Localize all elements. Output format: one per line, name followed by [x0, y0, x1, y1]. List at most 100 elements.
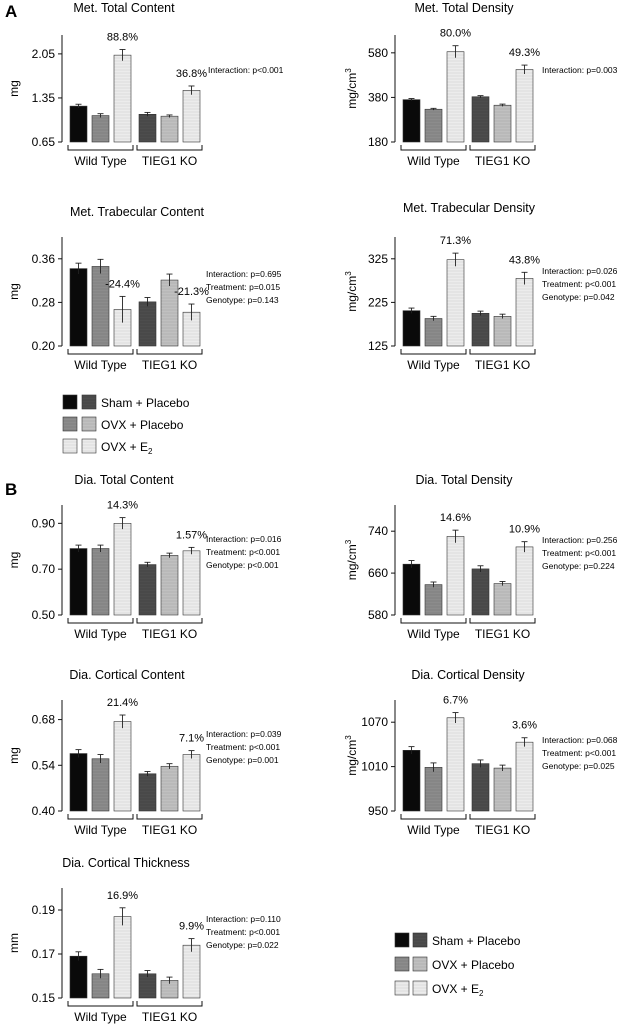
y-tick-label: 380 [368, 90, 388, 104]
legend-b-swatch-wt-sham [394, 932, 410, 948]
stats-line: Treatment: p<0.001 [206, 927, 280, 937]
percent-label-wt: 21.4% [107, 697, 138, 709]
legend-swatch-wt-ovx [62, 416, 78, 432]
bar-ko-ovx [493, 104, 512, 143]
legend-b-swatch-ko-ovx [412, 956, 428, 972]
y-axis-label: mg/cm3 [344, 68, 359, 109]
panel-label-b: B [5, 480, 17, 499]
bar-ko-e2 [515, 546, 534, 616]
legend-b-swatch-ko-e2 [412, 980, 428, 996]
group-label-ko: TIEG1 KO [142, 627, 197, 641]
y-axis-label-sup: 3 [344, 539, 353, 544]
y-tick-label: 0.28 [32, 295, 56, 309]
percent-label-wt: 80.0% [440, 28, 471, 40]
bar-ko-sham [138, 564, 157, 616]
y-axis-label-unit: mg [7, 747, 21, 764]
legend-swatch-wt-sham [62, 394, 78, 410]
y-tick-label: 225 [368, 295, 388, 309]
group-label-wt: Wild Type [74, 823, 127, 837]
percent-label-wt: 88.8% [107, 31, 138, 43]
group-label-wt: Wild Type [407, 154, 460, 168]
y-tick-label: 740 [368, 524, 388, 538]
legend-b: Sham + Placebo OVX + Placebo OVX + E2 [394, 932, 521, 998]
stats-line: Treatment: p<0.001 [542, 748, 616, 758]
chart-title: Met. Trabecular Content [70, 205, 205, 219]
chart-6: Dia. Cortical Content 0.40 0.54 0.68 mg 21.4%… [7, 668, 282, 837]
y-axis-label-unit: mg [7, 283, 21, 300]
bar-ko-sham [471, 96, 490, 143]
chart-title: Met. Trabecular Density [403, 201, 536, 215]
group-label-wt: Wild Type [74, 154, 127, 168]
stats-line: Treatment: p<0.001 [206, 742, 280, 752]
bar-wt-sham [402, 750, 421, 812]
legend-b-ovx: OVX + Placebo [394, 956, 515, 972]
y-axis-label: mg/cm3 [344, 271, 359, 312]
group-label-ko: TIEG1 KO [475, 823, 530, 837]
group-bracket-ko [469, 349, 536, 355]
group-label-wt: Wild Type [74, 358, 127, 372]
percent-label-ko: 36.8% [176, 68, 207, 80]
bar-ko-ovx [493, 583, 512, 616]
stats-line: Interaction: p=0.026 [542, 266, 618, 276]
percent-label-ko: 1.57% [176, 529, 207, 541]
stats-line: Interaction: p=0.110 [206, 914, 281, 924]
stats-line: Interaction: p=0.016 [206, 534, 282, 544]
y-tick-label: 0.19 [32, 903, 56, 917]
percent-label-wt: 14.3% [107, 500, 138, 512]
bar-wt-sham [402, 99, 421, 143]
bar-wt-e2 [113, 523, 132, 616]
stats-line: Interaction: p=0.068 [542, 735, 618, 745]
legend-b-sham: Sham + Placebo [394, 932, 521, 948]
percent-label-wt: 6.7% [443, 695, 468, 707]
stats-line: Interaction: p=0.003 [542, 65, 618, 75]
y-axis-label-sup: 3 [344, 271, 353, 276]
bar-wt-ovx [91, 758, 110, 812]
bar-ko-ovx [160, 765, 179, 812]
percent-label-ko: 9.9% [179, 921, 204, 933]
y-axis-label-unit: mm [7, 933, 21, 953]
chart-title: Met. Total Density [414, 1, 514, 15]
legend-b-label-ovx: OVX + Placebo [432, 958, 515, 972]
legend-swatch-ko-ovx [81, 416, 97, 432]
chart-title: Met. Total Content [73, 1, 175, 15]
y-axis-label: mg [7, 552, 21, 569]
legend-a-e2: OVX + E2 [62, 438, 153, 456]
charts-layer: Met. Total Content 0.65 1.35 2.05 mg 88.8% Wil… [7, 1, 618, 1024]
percent-label-ko: 10.9% [509, 524, 540, 536]
chart-8: Dia. Cortical Thickness 0.15 0.17 0.19 mm 16.… [7, 856, 281, 1024]
group-label-wt: Wild Type [407, 823, 460, 837]
stats-line: Genotype: p=0.224 [542, 561, 615, 571]
chart-1: Met. Total Density 180 380 580 mg/cm3 80.0% Wi… [344, 1, 618, 168]
chart-5: Dia. Total Density 580 660 740 mg/cm3 14.6% Wi… [344, 473, 618, 641]
bar-ko-e2 [515, 741, 534, 812]
group-bracket-ko [136, 349, 203, 355]
y-axis-label-unit: mg/cm [345, 740, 359, 776]
y-axis-label-unit: mg [7, 80, 21, 97]
legend-b-label-e2: OVX + E2 [432, 982, 484, 998]
y-tick-label: 180 [368, 135, 388, 149]
bar-wt-sham [402, 310, 421, 347]
bar-wt-e2 [446, 717, 465, 812]
legend-b-swatch-wt-ovx [394, 956, 410, 972]
chart-title: Dia. Cortical Content [69, 668, 185, 682]
bar-wt-e2 [446, 259, 465, 347]
legend-a: Sham + Placebo OVX + Placebo OVX + E2 [62, 394, 190, 456]
group-label-wt: Wild Type [407, 358, 460, 372]
percent-label-ko: 49.3% [509, 47, 540, 59]
legend-b-label-sham: Sham + Placebo [432, 934, 521, 948]
bar-ko-sham [471, 763, 490, 812]
stats-line: Interaction: p=0.039 [206, 729, 282, 739]
bar-ko-sham [471, 568, 490, 616]
y-axis-label-unit: mg [7, 552, 21, 569]
group-label-ko: TIEG1 KO [142, 1010, 197, 1024]
y-tick-label: 0.50 [32, 608, 56, 622]
legend-a-sham: Sham + Placebo [62, 394, 190, 410]
bar-wt-e2 [113, 721, 132, 812]
group-bracket-ko [136, 1001, 203, 1007]
stats-line: Interaction: p=0.256 [542, 535, 618, 545]
y-tick-label: 325 [368, 252, 388, 266]
chart-title: Dia. Total Density [415, 473, 513, 487]
bar-wt-ovx [424, 584, 443, 616]
y-axis-label: mg/cm3 [344, 539, 359, 580]
